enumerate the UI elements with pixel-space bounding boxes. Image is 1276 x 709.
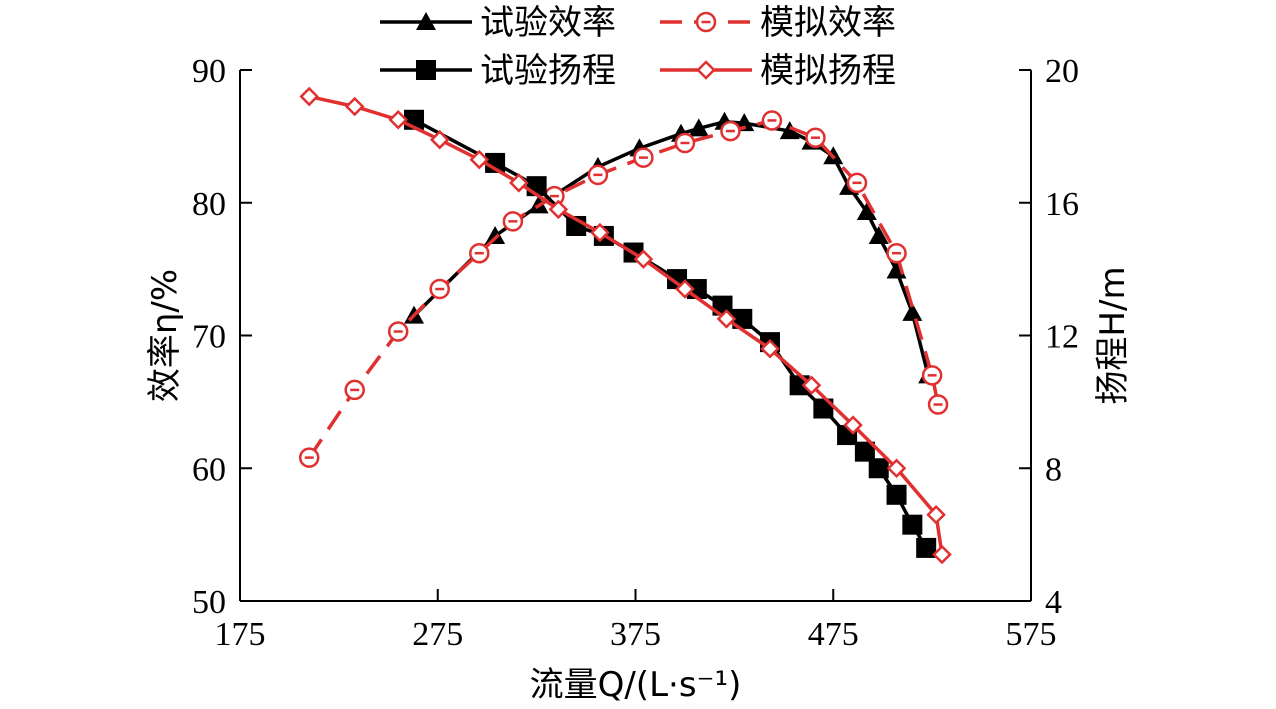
left-y-tick-label: 50 xyxy=(192,584,226,621)
data-point xyxy=(932,544,952,565)
data-point xyxy=(720,120,741,142)
data-point xyxy=(469,149,490,170)
data-point xyxy=(921,365,943,386)
plot-area xyxy=(298,86,952,565)
legend-label: 模拟扬程 xyxy=(760,51,896,91)
left-y-tick-label: 90 xyxy=(192,53,226,90)
data-point xyxy=(716,309,737,329)
data-point xyxy=(688,118,709,137)
data-point xyxy=(801,375,822,396)
legend-entry: 试验效率 xyxy=(380,3,616,43)
legend-entry: 模拟效率 xyxy=(660,3,896,43)
data-point xyxy=(868,225,889,244)
legend-marker xyxy=(416,12,436,30)
x-tick-label: 375 xyxy=(610,616,661,653)
data-point xyxy=(902,514,923,535)
x-tick-label: 175 xyxy=(215,616,266,653)
right-y-tick-label: 20 xyxy=(1045,53,1079,90)
x-tick-label: 275 xyxy=(412,616,463,653)
legend-marker xyxy=(695,11,717,33)
data-point xyxy=(387,321,409,342)
axis-titles: 流量Q/(L·s⁻¹) 效率η/% 扬程H/m xyxy=(145,266,1133,705)
legend-label: 试验扬程 xyxy=(480,51,616,91)
data-point xyxy=(886,458,907,479)
series-line xyxy=(307,118,940,459)
data-point xyxy=(485,225,506,244)
data-point xyxy=(886,242,907,264)
x-tick-label: 475 xyxy=(808,616,859,653)
series-circle xyxy=(298,110,949,468)
right-y-tick-label: 12 xyxy=(1045,319,1079,356)
x-axis-title: 流量Q/(L·s⁻¹) xyxy=(530,665,742,705)
legend-marker xyxy=(696,60,716,80)
data-point xyxy=(843,415,863,435)
data-point xyxy=(732,308,753,329)
data-point xyxy=(805,127,826,148)
legend-marker xyxy=(416,60,436,80)
data-point xyxy=(633,147,654,168)
data-point xyxy=(590,222,610,243)
data-point xyxy=(846,172,868,194)
series-square xyxy=(404,109,937,558)
legend-entry: 模拟扬程 xyxy=(660,51,896,91)
right-y-tick-label: 4 xyxy=(1045,584,1062,621)
data-point xyxy=(761,110,783,131)
data-point xyxy=(429,129,450,150)
series-diamond xyxy=(299,86,952,565)
legend-label: 模拟效率 xyxy=(760,3,896,43)
data-point xyxy=(760,339,780,359)
data-point xyxy=(854,441,875,462)
legend-label: 试验效率 xyxy=(480,3,616,43)
data-point xyxy=(509,173,529,193)
ticks: 175 275 375 475 575 50 60 70 80 90 4 8 12 16 20 xyxy=(192,53,1079,653)
data-point xyxy=(502,211,524,232)
left-y-axis-title: 效率η/% xyxy=(145,269,185,402)
left-y-tick-label: 60 xyxy=(192,451,226,488)
data-point xyxy=(587,164,609,186)
data-point xyxy=(926,504,946,525)
left-y-tick-label: 70 xyxy=(192,319,226,356)
data-point xyxy=(344,96,365,117)
data-point xyxy=(927,394,949,415)
data-point xyxy=(902,302,923,321)
data-point xyxy=(298,447,320,468)
right-y-tick-label: 8 xyxy=(1045,451,1062,488)
legend-entry: 试验扬程 xyxy=(380,51,616,91)
data-point xyxy=(675,279,695,299)
right-y-axis-title: 扬程H/m xyxy=(1093,266,1133,404)
data-point xyxy=(886,484,907,505)
data-point xyxy=(916,537,937,558)
x-tick-label: 575 xyxy=(1006,616,1057,653)
data-point xyxy=(429,278,450,300)
data-point xyxy=(548,199,569,220)
data-point xyxy=(868,458,889,479)
data-point xyxy=(779,121,800,140)
data-point xyxy=(674,132,696,154)
data-point xyxy=(299,86,319,107)
data-point xyxy=(633,249,654,269)
data-point xyxy=(388,110,408,130)
left-y-tick-label: 80 xyxy=(192,186,226,223)
data-point xyxy=(469,242,490,264)
data-point xyxy=(856,202,877,221)
right-y-tick-label: 16 xyxy=(1045,186,1079,223)
data-point xyxy=(344,379,365,401)
